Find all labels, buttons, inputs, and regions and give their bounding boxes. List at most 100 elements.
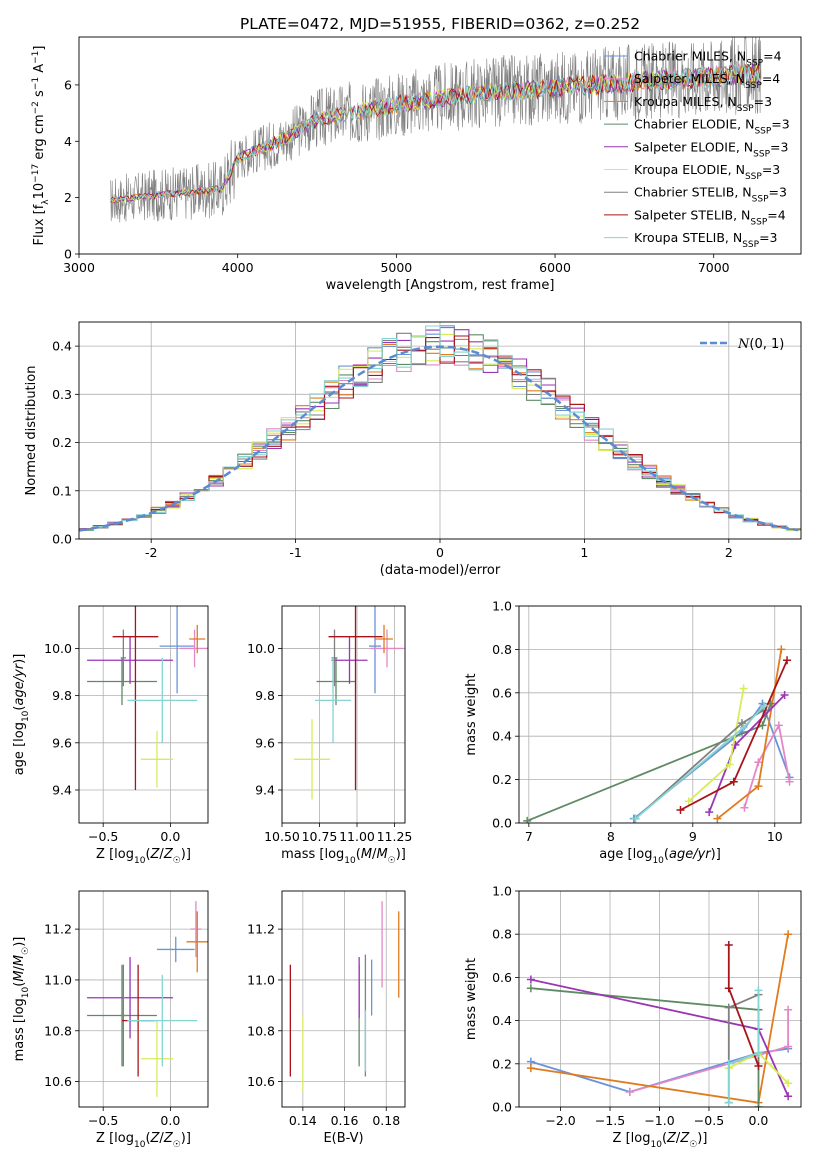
x-axis-label: Z [log10(Z/Z☉)] (613, 1131, 708, 1150)
label-part: 10 (134, 856, 146, 866)
panel-spectrum: 3000 4000 5000 6000 7000 0 2 4 6 Chabrier MILES, … (31, 36, 802, 293)
y-tick-label: 0.0 (52, 532, 72, 547)
y-tick-label: 11.0 (247, 972, 275, 987)
label-part: )] (12, 654, 27, 664)
data-point-marker (684, 797, 693, 806)
x-axis-label: mass [log10(M/M☉)] (281, 847, 406, 866)
label-part: M (12, 955, 27, 966)
label-part: λ (41, 199, 51, 205)
y-tick-label: 0 (64, 247, 72, 262)
label-part: ☉ (173, 856, 181, 866)
y-axis-label: mass weight (464, 673, 479, 755)
y-tick-label: 0.0 (492, 1100, 512, 1115)
data-point-marker (784, 1092, 793, 1101)
x-tick-label: 0.18 (372, 1113, 400, 1128)
data-point-marker (725, 760, 734, 769)
panel-z_age: −0.5 0.09.49.69.810.0Z [log10(Z/Z☉)]age [… (12, 605, 209, 866)
data-point-marker (739, 723, 748, 732)
label-part: / (372, 847, 377, 862)
label-part: Z (150, 1131, 161, 1146)
data-point-marker (754, 1061, 763, 1070)
label-part: / (159, 847, 164, 862)
data-point-marker (737, 719, 746, 728)
legend-sub: SSP (745, 172, 762, 182)
label-part: mass [log (12, 998, 27, 1061)
chart-panels: 3000 4000 5000 6000 7000 0 2 4 6 Chabrier MILES, … (12, 36, 802, 1150)
label-part: Z (163, 847, 174, 862)
plot-area (282, 891, 405, 1107)
label-part: M (361, 847, 372, 862)
axes-frame (78, 321, 802, 540)
plot-area (282, 606, 405, 823)
legend-sub: SSP (742, 240, 759, 250)
x-tick-label: 3000 (63, 260, 95, 275)
plot-area (79, 606, 208, 823)
y-tick-label: 11.0 (44, 972, 72, 987)
weight-line-kroupa-stelib (727, 990, 760, 1103)
x-tick-label: 4000 (222, 260, 254, 275)
label-part: mass [log (281, 847, 344, 862)
y-axis-label: Flux [fλ10−17 erg cm−2 s−1 A−1] (31, 46, 51, 246)
x-tick-label: −0.5 (694, 1113, 724, 1128)
label-part: )] (711, 847, 721, 862)
label-part: / (159, 1131, 164, 1146)
weight-line-salpeter-miles (743, 722, 791, 809)
data-point-marker (676, 805, 685, 814)
y-tick-label: 0.0 (492, 816, 512, 831)
label-part: )] (181, 847, 191, 862)
label-part: ☉ (21, 947, 31, 955)
axes-frame (518, 890, 802, 1108)
data-point-marker (784, 1005, 793, 1014)
plot-area (79, 322, 801, 539)
y-tick-label: 11.2 (247, 922, 275, 937)
x-axis-label: wavelength [Angstrom, rest frame] (326, 278, 555, 293)
y-tick-label: 0.8 (492, 927, 512, 942)
legend-eq: =4 (763, 49, 781, 64)
label-part: Z (163, 1131, 174, 1146)
x-tick-label: 5000 (380, 260, 412, 275)
label-part: mass weight (464, 958, 479, 1040)
plot-area (519, 606, 801, 823)
label-part: ☉ (173, 1140, 181, 1150)
data-point-marker (758, 721, 767, 730)
y-tick-label: 9.6 (255, 735, 275, 750)
y-tick-label: 0.4 (52, 339, 72, 354)
x-tick-label: 0 (436, 545, 444, 560)
label-part: Z [log (96, 847, 134, 862)
label-part: ☉ (388, 856, 396, 866)
axes-frame (78, 890, 209, 1108)
y-tick-label: 9.4 (255, 782, 275, 797)
y-tick-label: 9.4 (52, 782, 72, 797)
y-tick-label: 10.6 (247, 1074, 275, 1089)
data-point-marker (724, 1098, 733, 1107)
plot-area (519, 891, 801, 1107)
legend-label: N(0, 1) (737, 337, 784, 352)
x-tick-label: 11.00 (339, 829, 375, 844)
data-point-marker (785, 777, 794, 786)
legend-sub: SSP (753, 149, 770, 159)
data-point-marker (724, 941, 733, 949)
legend-eq: =3 (759, 230, 777, 245)
data-point-marker (774, 721, 783, 730)
legend-sub: SSP (754, 127, 771, 137)
axes-frame (281, 605, 406, 824)
x-axis-label: Z [log10(Z/Z☉)] (96, 1131, 191, 1150)
label-part: ( (662, 1131, 667, 1146)
legend-sub: SSP (745, 81, 762, 91)
label-part: erg cm (32, 114, 47, 163)
label-part: age [log (599, 847, 652, 862)
y-tick-label: 1.0 (492, 884, 512, 899)
y-tick-label: 9.8 (255, 688, 275, 703)
data-point-marker (754, 986, 763, 995)
label-part: ( (12, 982, 27, 987)
label-part: / (676, 1131, 681, 1146)
x-tick-label: −2.0 (545, 1113, 575, 1128)
data-point-marker (724, 984, 733, 993)
legend-sub: SSP (750, 217, 767, 227)
x-tick-label: -1 (289, 545, 301, 560)
legend-eq: =3 (771, 117, 789, 132)
figure-title: PLATE=0472, MJD=51955, FIBERID=0362, z=0… (240, 15, 640, 33)
label-part: (data-model)/error (380, 563, 501, 578)
legend-sub: SSP (746, 59, 763, 69)
